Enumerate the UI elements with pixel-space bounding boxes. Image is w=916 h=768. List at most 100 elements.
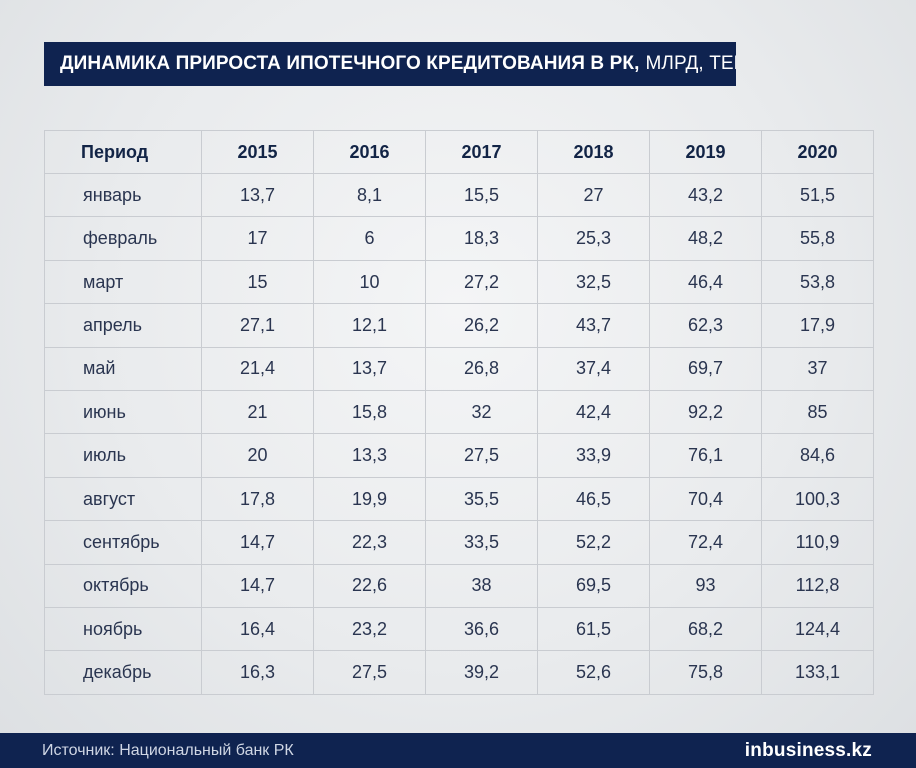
month-cell: ноябрь [44,607,202,652]
value-cell: 75,8 [649,650,762,695]
value-cell: 69,5 [537,563,650,609]
value-cell: 21,4 [201,346,314,392]
value-cell: 100,3 [761,476,874,522]
value-cell: 12,1 [313,303,426,348]
chart-title-main: ДИНАМИКА ПРИРОСТА ИПОТЕЧНОГО КРЕДИТОВАНИ… [60,53,640,74]
table-row: февраль 17 6 18,3 25,3 48,2 55,8 [44,216,874,261]
value-cell: 33,9 [537,433,650,478]
value-cell: 10 [313,259,426,305]
table-row: апрель 27,1 12,1 26,2 43,7 62,3 17,9 [44,303,874,348]
value-cell: 6 [313,216,426,261]
month-cell: апрель [44,303,202,348]
value-cell: 32 [425,390,538,435]
value-cell: 133,1 [761,650,874,695]
value-cell: 46,4 [649,259,762,305]
value-cell: 37,4 [537,346,650,392]
value-cell: 52,2 [537,520,650,565]
month-cell: декабрь [44,650,202,695]
value-cell: 21 [201,390,314,435]
month-cell: июль [44,433,202,478]
table-row: январь 13,7 8,1 15,5 27 43,2 51,5 [44,172,874,218]
table-body: январь 13,7 8,1 15,5 27 43,2 51,5 февраль 17 6 18,… [44,172,874,695]
value-cell: 14,7 [201,563,314,609]
header-cell-year: 2020 [761,130,874,174]
value-cell: 43,7 [537,303,650,348]
header-cell-period: Период [44,130,202,174]
value-cell: 124,4 [761,607,874,652]
header-cell-year: 2019 [649,130,762,174]
value-cell: 17,8 [201,476,314,522]
table-row: август 17,8 19,9 35,5 46,5 70,4 100,3 [44,476,874,522]
value-cell: 26,8 [425,346,538,392]
value-cell: 36,6 [425,607,538,652]
value-cell: 62,3 [649,303,762,348]
header-cell-year: 2016 [313,130,426,174]
chart-title: ДИНАМИКА ПРИРОСТА ИПОТЕЧНОГО КРЕДИТОВАНИ… [44,42,736,86]
value-cell: 38 [425,563,538,609]
value-cell: 13,3 [313,433,426,478]
table-row: сентябрь 14,7 22,3 33,5 52,2 72,4 110,9 [44,520,874,565]
table-header-row: Период 2015 2016 2017 2018 2019 2020 [44,130,874,174]
value-cell: 18,3 [425,216,538,261]
month-cell: март [44,259,202,305]
value-cell: 32,5 [537,259,650,305]
brand-logo: inbusiness.kz [744,739,872,761]
mortgage-data-table: Период 2015 2016 2017 2018 2019 2020 янв… [44,130,874,695]
data-table-container: Период 2015 2016 2017 2018 2019 2020 янв… [44,130,874,695]
value-cell: 42,4 [537,390,650,435]
month-cell: май [44,346,202,392]
value-cell: 27,1 [201,303,314,348]
value-cell: 17,9 [761,303,874,348]
value-cell: 20 [201,433,314,478]
value-cell: 27 [537,172,650,218]
month-cell: сентябрь [44,520,202,565]
value-cell: 26,2 [425,303,538,348]
value-cell: 35,5 [425,476,538,522]
value-cell: 51,5 [761,172,874,218]
value-cell: 27,5 [313,650,426,695]
value-cell: 93 [649,563,762,609]
month-cell: октябрь [44,563,202,609]
value-cell: 76,1 [649,433,762,478]
value-cell: 17 [201,216,314,261]
value-cell: 33,5 [425,520,538,565]
value-cell: 19,9 [313,476,426,522]
value-cell: 85 [761,390,874,435]
value-cell: 70,4 [649,476,762,522]
table-row: март 15 10 27,2 32,5 46,4 53,8 [44,259,874,305]
value-cell: 23,2 [313,607,426,652]
value-cell: 22,3 [313,520,426,565]
value-cell: 52,6 [537,650,650,695]
footer-bar: Источник: Национальный банк РК inbusines… [0,733,916,768]
header-cell-year: 2017 [425,130,538,174]
value-cell: 27,5 [425,433,538,478]
value-cell: 68,2 [649,607,762,652]
value-cell: 15 [201,259,314,305]
value-cell: 61,5 [537,607,650,652]
value-cell: 110,9 [761,520,874,565]
value-cell: 72,4 [649,520,762,565]
value-cell: 27,2 [425,259,538,305]
value-cell: 8,1 [313,172,426,218]
value-cell: 13,7 [201,172,314,218]
value-cell: 15,8 [313,390,426,435]
value-cell: 39,2 [425,650,538,695]
table-row: июль 20 13,3 27,5 33,9 76,1 84,6 [44,433,874,478]
value-cell: 46,5 [537,476,650,522]
value-cell: 16,4 [201,607,314,652]
header-cell-year: 2015 [201,130,314,174]
table-row: июнь 21 15,8 32 42,4 92,2 85 [44,390,874,435]
table-row: декабрь 16,3 27,5 39,2 52,6 75,8 133,1 [44,650,874,695]
value-cell: 37 [761,346,874,392]
header-cell-year: 2018 [537,130,650,174]
value-cell: 55,8 [761,216,874,261]
value-cell: 69,7 [649,346,762,392]
value-cell: 84,6 [761,433,874,478]
value-cell: 43,2 [649,172,762,218]
month-cell: февраль [44,216,202,261]
chart-title-unit: МЛРД, ТЕНГЕ [645,53,736,74]
table-row: ноябрь 16,4 23,2 36,6 61,5 68,2 124,4 [44,607,874,652]
value-cell: 14,7 [201,520,314,565]
value-cell: 92,2 [649,390,762,435]
table-row: май 21,4 13,7 26,8 37,4 69,7 37 [44,346,874,392]
